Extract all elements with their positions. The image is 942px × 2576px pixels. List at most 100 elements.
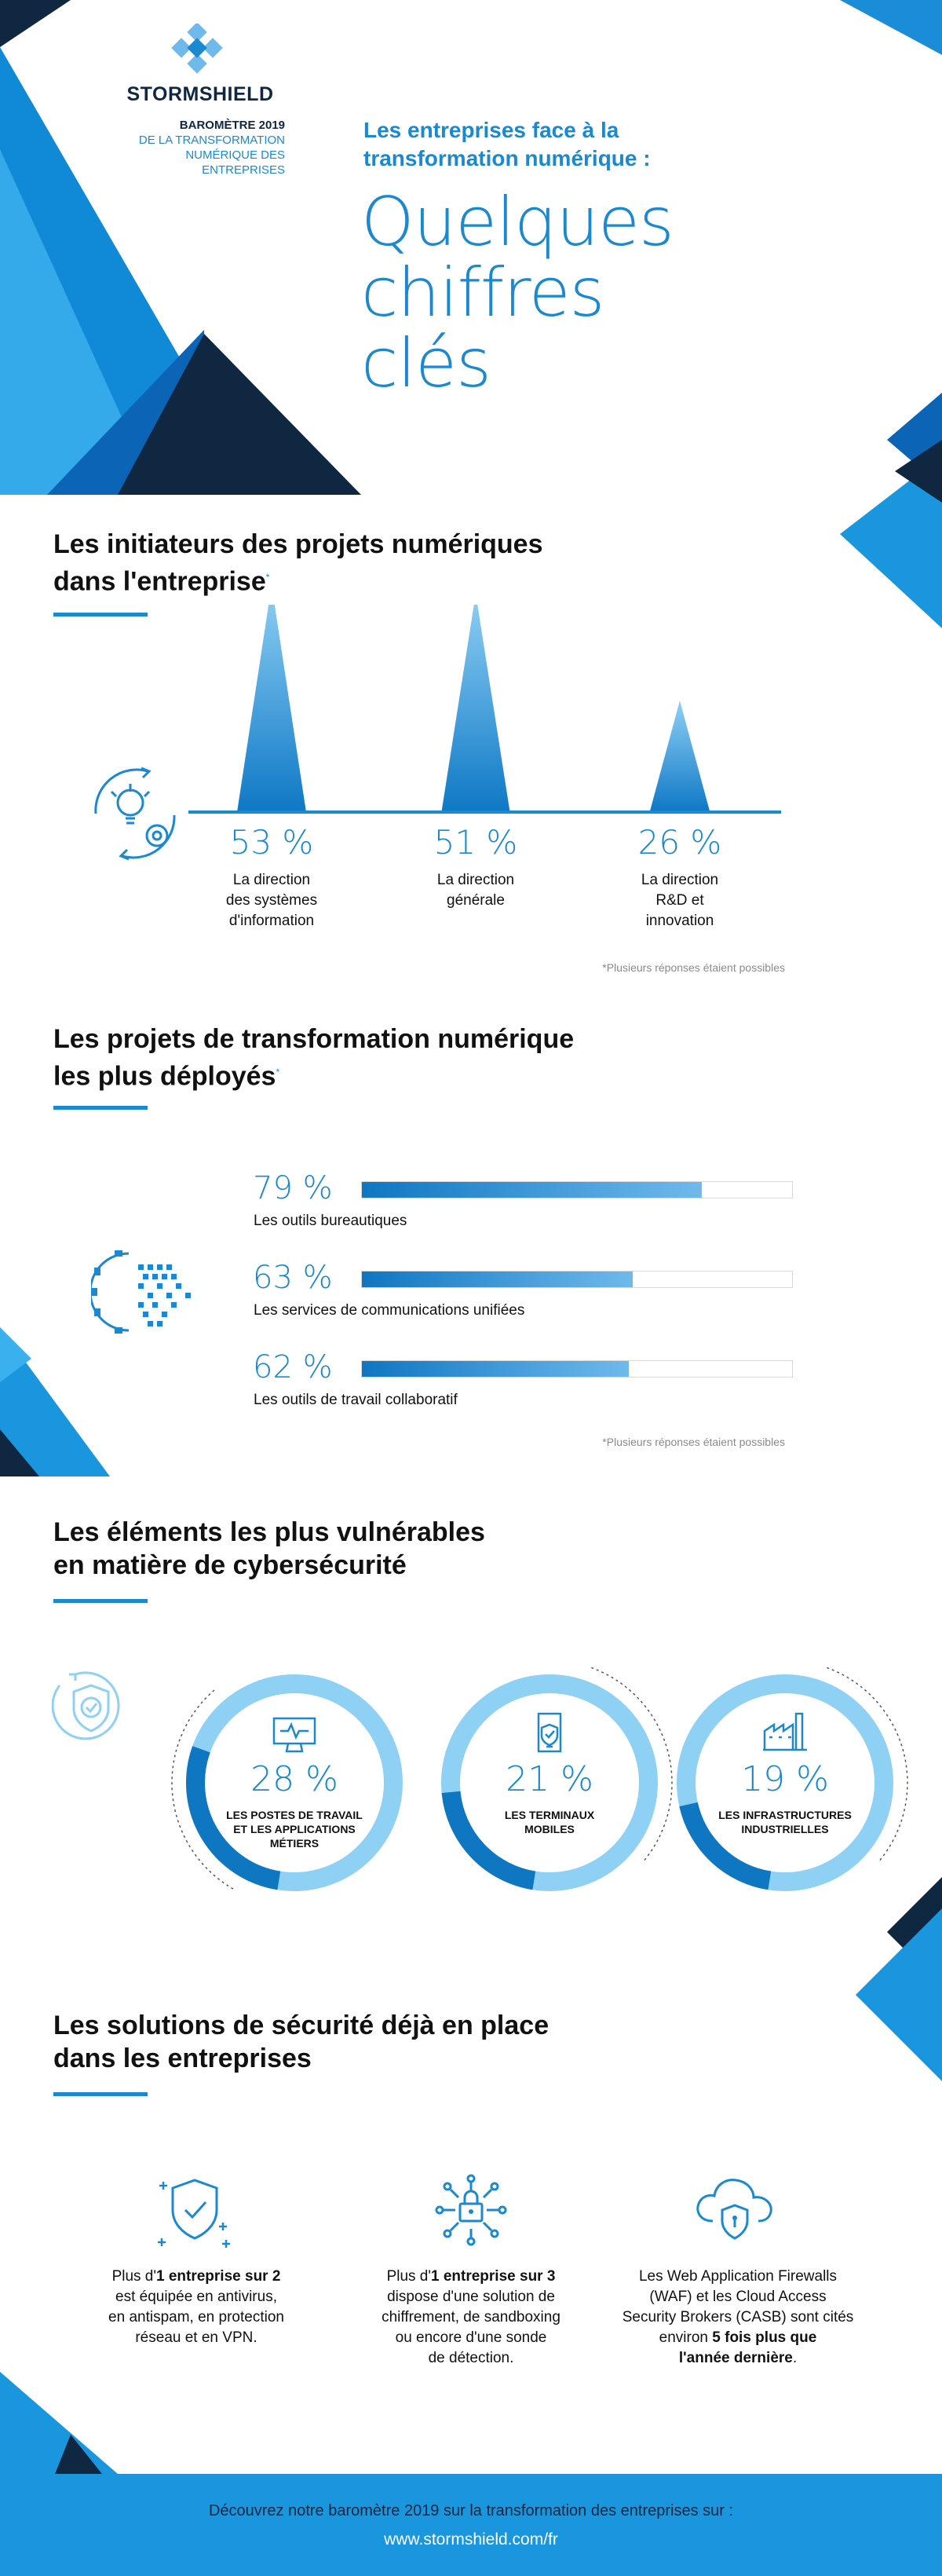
section2-title: Les projets de transformation numérique …: [53, 1023, 681, 1092]
initiator-label-line: La direction: [641, 872, 719, 888]
bottom-shape-2: [55, 2435, 102, 2474]
hero-headline-line-2: chiffres: [361, 254, 604, 332]
section1-title-line-1: Les initiateurs des projets numériques: [53, 529, 543, 559]
footer: Découvrez notre baromètre 2019 sur la tr…: [0, 2474, 942, 2576]
section3-title-line-2: en matière de cybersécurité: [53, 1550, 407, 1580]
right-shape-3: [895, 440, 942, 503]
project-bar-track: [361, 1271, 793, 1288]
solution-3: Les Web Application Firewalls (WAF) et l…: [612, 2267, 864, 2369]
project-percentage: 63 %: [253, 1260, 333, 1296]
ring-dashed-arc: [591, 1667, 673, 1862]
initiator-percentage: 51 %: [433, 823, 518, 862]
barometer-line-3: NUMÉRIQUE DES: [185, 148, 285, 162]
section4-title: Les solutions de sécurité déjà en place …: [53, 2009, 681, 2075]
section1-chart: [94, 605, 781, 861]
section3-rings: [171, 1667, 908, 1891]
initiator-label: La direction générale: [382, 870, 570, 911]
section1-title-marker: *: [265, 572, 270, 583]
vulnerability-label-line: LES INFRASTRUCTURES: [718, 1809, 852, 1821]
solution-2-highlight: 1 entreprise sur 3: [431, 2268, 556, 2285]
project-label: Les services de communications unifiées: [254, 1302, 525, 1319]
initiator-spike: [237, 605, 306, 812]
solution-3-line-2: (WAF) et les Cloud Access: [649, 2289, 827, 2305]
initiator-label-line: des systèmes: [225, 892, 318, 909]
vulnerability-ring-value: [441, 1791, 536, 1890]
right-shape-5: [856, 1908, 942, 2081]
solution-1-line-4: réseau et en VPN.: [135, 2329, 257, 2346]
hero-intro: Les entreprises face à la transformation…: [363, 116, 756, 173]
hero-shape-dark-top: [0, 0, 71, 47]
factory-icon: [763, 1712, 807, 1751]
solution-1-line-2: est équipée en antivirus,: [115, 2289, 277, 2305]
vulnerability-percentage: 19 %: [741, 1759, 829, 1799]
vulnerability-ring-track: [441, 1674, 658, 1891]
right-shape-2: [840, 456, 942, 628]
vulnerability-ring-value: [186, 1746, 281, 1890]
solution-3-highlight-b: l'année dernière: [678, 2350, 793, 2366]
cloud-shield-icon: [696, 2179, 772, 2240]
solution-1: Plus d'1 entreprise sur 2 est équipée en…: [86, 2267, 306, 2348]
section4-rule: [53, 2092, 148, 2096]
solution-2-line-1: Plus d'1 entreprise sur 3: [386, 2268, 556, 2285]
hero-shape-navy: [118, 334, 361, 495]
vulnerability-label-line: MÉTIERS: [269, 1837, 319, 1850]
section1-title: Les initiateurs des projets numériques d…: [53, 528, 681, 598]
barometer-label: BAROMÈTRE 2019 DE LA TRANSFORMATION NUMÉ…: [94, 118, 285, 177]
solution-2-line-4: ou encore d'une sonde: [395, 2329, 547, 2346]
project-bar-track: [361, 1360, 793, 1378]
project-label: Les outils bureautiques: [254, 1213, 407, 1229]
initiator-label-line: La direction: [436, 872, 515, 888]
solution-2-line-3: chiffrement, de sandboxing: [382, 2309, 560, 2325]
section1-title-line-2: dans l'entreprise*: [53, 566, 270, 597]
hero-intro-line-1: Les entreprises face à la: [363, 118, 619, 142]
footer-link[interactable]: www.stormshield.com/fr: [384, 2530, 558, 2549]
shield-check-icon: [52, 1671, 120, 1740]
section2-title-line-1: Les projets de transformation numérique: [53, 1024, 575, 1054]
hero-headline-line-1: Quelques: [361, 183, 674, 262]
section4-title-line-2: dans les entreprises: [53, 2044, 312, 2073]
hero-headline-line-3: clés: [361, 324, 491, 403]
solution-2: Plus d'1 entreprise sur 3 dispose d'une …: [361, 2267, 581, 2369]
initiator-label-line: générale: [447, 892, 505, 909]
vulnerability-ring-value: [679, 1802, 772, 1890]
vulnerability-percentage: 28 %: [250, 1759, 338, 1799]
section3-title-line-1: Les éléments les plus vulnérables: [53, 1517, 485, 1547]
vulnerability-label-line: INDUSTRIELLES: [741, 1823, 829, 1835]
section2-title-marker: *: [276, 1067, 280, 1078]
vulnerability-label: LES INFRASTRUCTURES INDUSTRIELLES: [706, 1808, 864, 1836]
barometer-line-2: DE LA TRANSFORMATION: [138, 134, 285, 147]
project-percentage: 62 %: [253, 1349, 333, 1385]
solution-2-line-2: dispose d'une solution de: [387, 2289, 555, 2305]
vulnerability-label-line: ET LES APPLICATIONS: [233, 1823, 356, 1835]
initiator-spike: [649, 701, 710, 812]
footer-text: Découvrez notre baromètre 2019 sur la tr…: [208, 2502, 734, 2519]
vulnerability-label: LES TERMINAUX MOBILES: [471, 1808, 628, 1836]
vulnerability-ring-track: [677, 1674, 893, 1891]
vulnerability-label: LES POSTES DE TRAVAIL ET LES APPLICATIONS…: [216, 1808, 373, 1850]
vulnerability-label-line: LES POSTES DE TRAVAIL: [226, 1809, 363, 1821]
brand-name: STORMSHIELD: [126, 83, 274, 105]
mobile-shield-icon: [537, 1712, 562, 1753]
barometer-line-4: ENTREPRISES: [202, 163, 285, 177]
initiator-label: La direction R&D et innovation: [586, 870, 774, 931]
project-bar-fill: [362, 1361, 629, 1377]
hero-intro-line-2: transformation numérique :: [363, 146, 651, 170]
barometer-line-1: BAROMÈTRE 2019: [179, 119, 285, 132]
section2-footnote: *Plusieurs réponses étaient possibles: [602, 1436, 785, 1448]
vulnerability-percentage: 21 %: [506, 1759, 593, 1799]
monitor-pulse-icon: [272, 1717, 316, 1753]
project-percentage: 79 %: [253, 1170, 333, 1206]
bottom-shape-1: [0, 2372, 118, 2474]
solution-3-line-4: environ 5 fois plus que: [659, 2329, 817, 2346]
left-shape-2: [0, 1327, 31, 1382]
section1-footnote: *Plusieurs réponses étaient possibles: [602, 961, 785, 974]
solution-1-highlight: 1 entreprise sur 2: [156, 2268, 281, 2285]
vulnerability-label-line: MOBILES: [524, 1823, 575, 1835]
project-bar-track: [361, 1181, 793, 1198]
section2-rule: [53, 1106, 148, 1110]
lightbulb-gear-icon: [94, 767, 176, 861]
project-label: Les outils de travail collaboratif: [254, 1392, 458, 1408]
section3-title: Les éléments les plus vulnérables en mat…: [53, 1516, 681, 1582]
ring-dashed-arc: [171, 1688, 234, 1890]
